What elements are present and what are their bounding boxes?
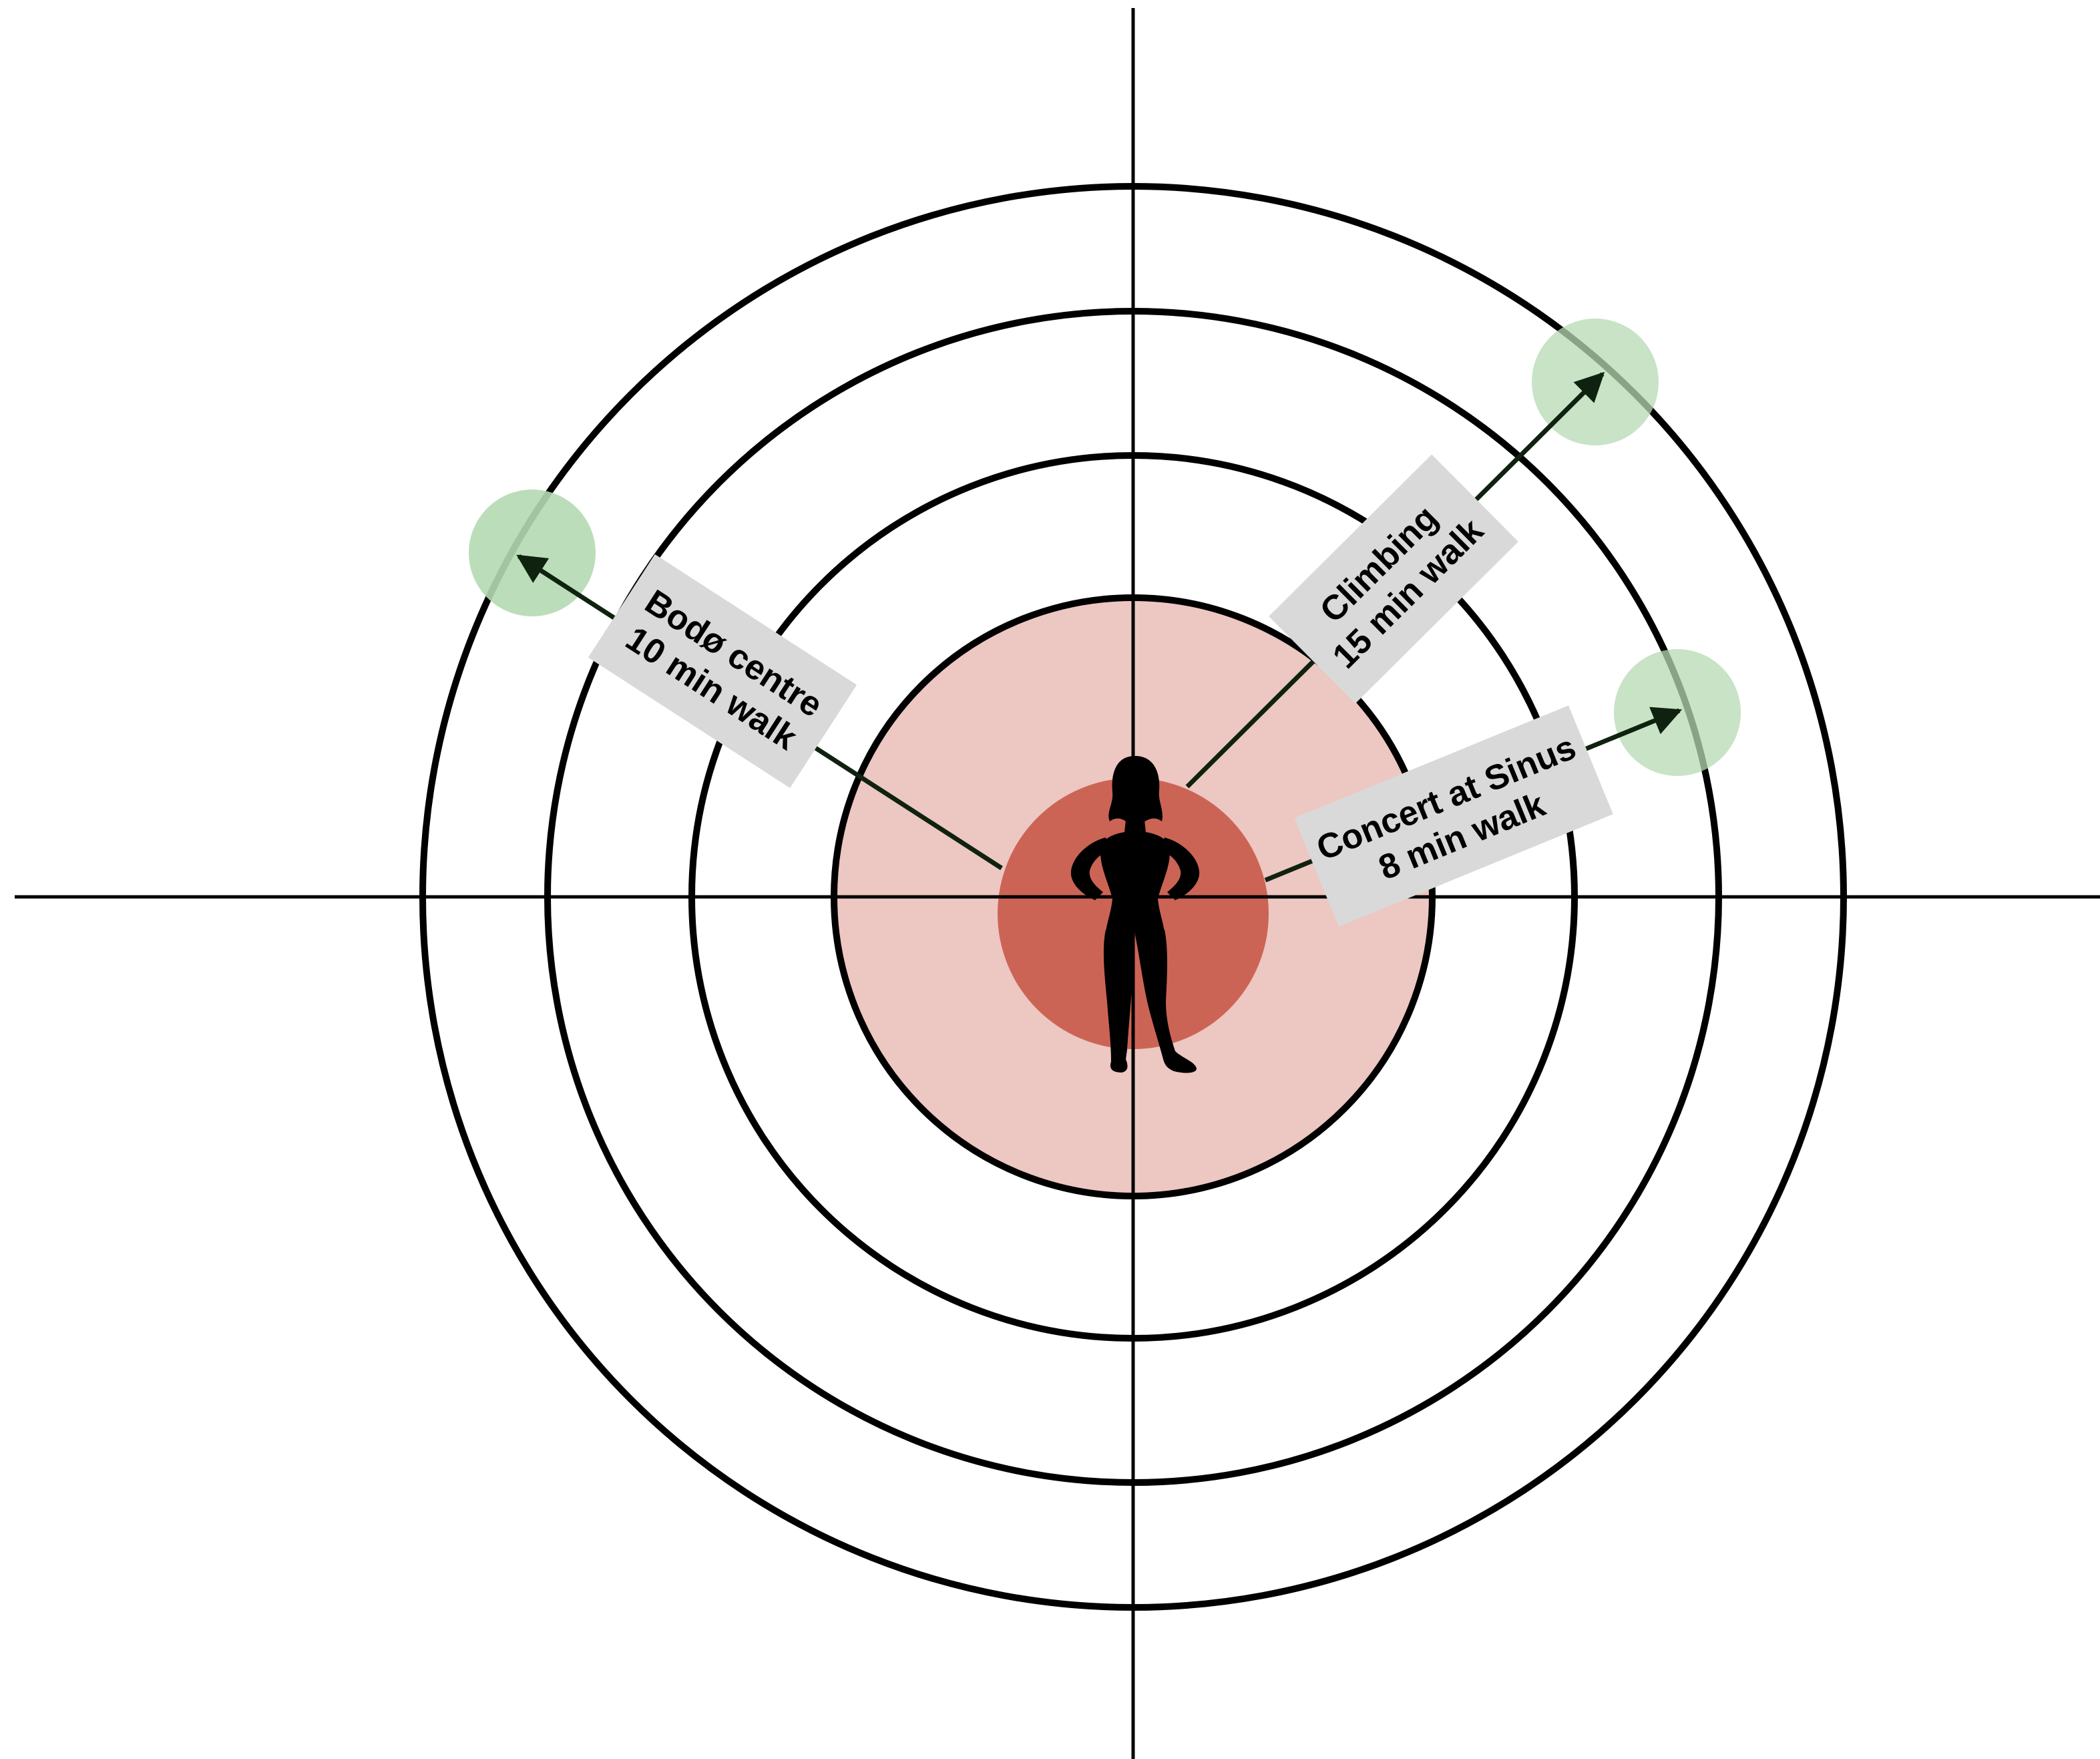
label-climbing: Climbing 15 min walk <box>1269 454 1518 704</box>
destination-bodo-centre <box>469 490 596 616</box>
person-silhouette-icon <box>1070 756 1200 1073</box>
